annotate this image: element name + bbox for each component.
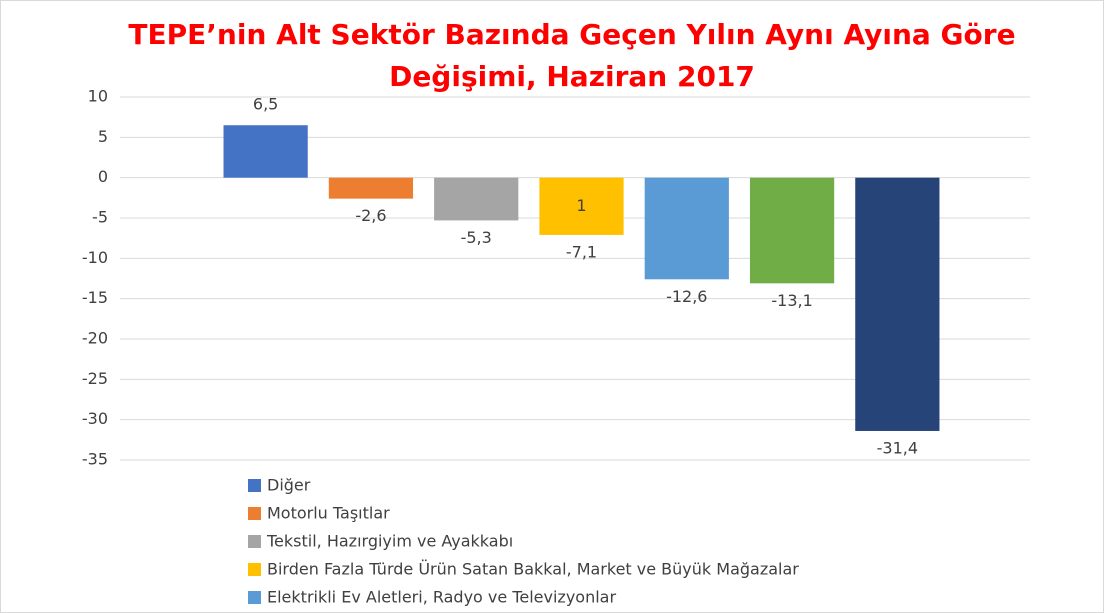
y-tick-label: -10 [82,248,108,267]
legend-swatch [248,507,261,520]
data-label: -2,6 [355,206,386,225]
y-tick-label: 10 [88,87,108,106]
y-tick-label: 0 [98,167,108,186]
data-label: -7,1 [566,242,597,261]
data-label: -31,4 [877,438,918,457]
bar [749,177,835,284]
legend-label: Motorlu Taşıtlar [267,504,390,523]
annotation: 1 [576,196,586,215]
legend-swatch [248,591,261,604]
y-tick-label: -5 [92,208,108,227]
legend-label: Tekstil, Hazırgiyim ve Ayakkabı [266,532,513,551]
bar [223,125,308,178]
y-tick-label: -35 [82,450,108,469]
data-label: -13,1 [771,291,812,310]
y-tick-label: -30 [82,409,108,428]
y-tick-label: 5 [98,127,108,146]
chart-title: Değişimi, Haziran 2017 [389,60,755,93]
legend-label: Elektrikli Ev Aletleri, Radyo ve Televiz… [267,588,616,607]
bar [644,177,729,280]
data-label: -5,3 [461,228,492,247]
legend-swatch [248,563,261,576]
chart-title: TEPE’nin Alt Sektör Bazında Geçen Yılın … [128,18,1015,51]
legend-label: Diğer [267,476,311,495]
bar [855,177,940,431]
legend-label: Birden Fazla Türde Ürün Satan Bakkal, Ma… [267,560,799,579]
data-label: -12,6 [666,287,707,306]
legend-swatch [248,479,261,492]
bar [539,177,624,235]
y-tick-label: -20 [82,329,108,348]
y-tick-label: -25 [82,369,108,388]
data-label: 6,5 [253,95,278,114]
bar [434,177,519,221]
bar [328,177,414,199]
y-tick-label: -15 [82,288,108,307]
legend-swatch [248,535,261,548]
